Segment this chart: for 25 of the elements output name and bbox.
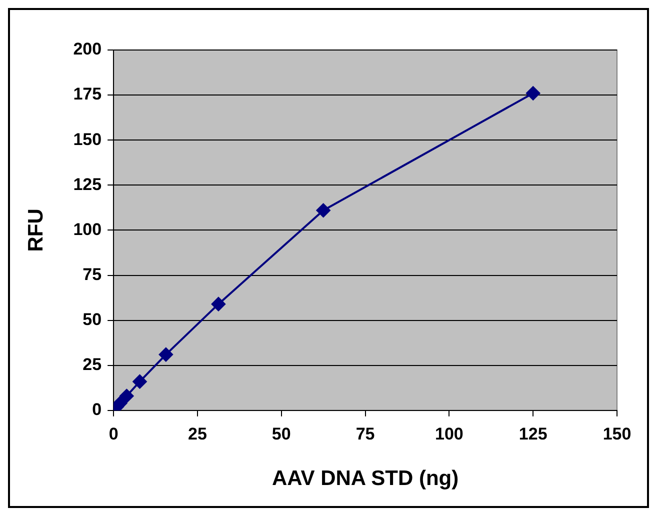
y-tick-label: 200 [73,40,102,59]
y-tick-label: 100 [73,220,102,239]
point [316,203,330,218]
x-tick-label: 100 [435,424,464,444]
point [132,374,147,389]
y-tick-label: 50 [82,310,102,329]
point [114,396,128,410]
x-tick-label: 50 [272,424,291,444]
point [211,297,226,312]
y-tick-label: 125 [73,174,102,194]
y-tick-label: 0 [92,400,102,420]
x-tick-label: 0 [108,424,118,444]
y-tick-label: 175 [73,84,102,104]
point [158,348,173,362]
y-tick-label: 150 [73,130,102,149]
point [120,388,134,403]
y-tick-label: 75 [82,264,102,284]
x-tick-label: 150 [602,424,632,444]
x-axis-title: AAV DNA STD (ng) [272,467,459,490]
y-axis-title: RFU [24,208,48,252]
x-tick-label: 75 [356,424,375,444]
y-tick-label: 25 [82,355,102,374]
point [526,86,540,100]
x-tick-label: 125 [518,424,548,444]
x-tick-label: 25 [188,424,207,444]
